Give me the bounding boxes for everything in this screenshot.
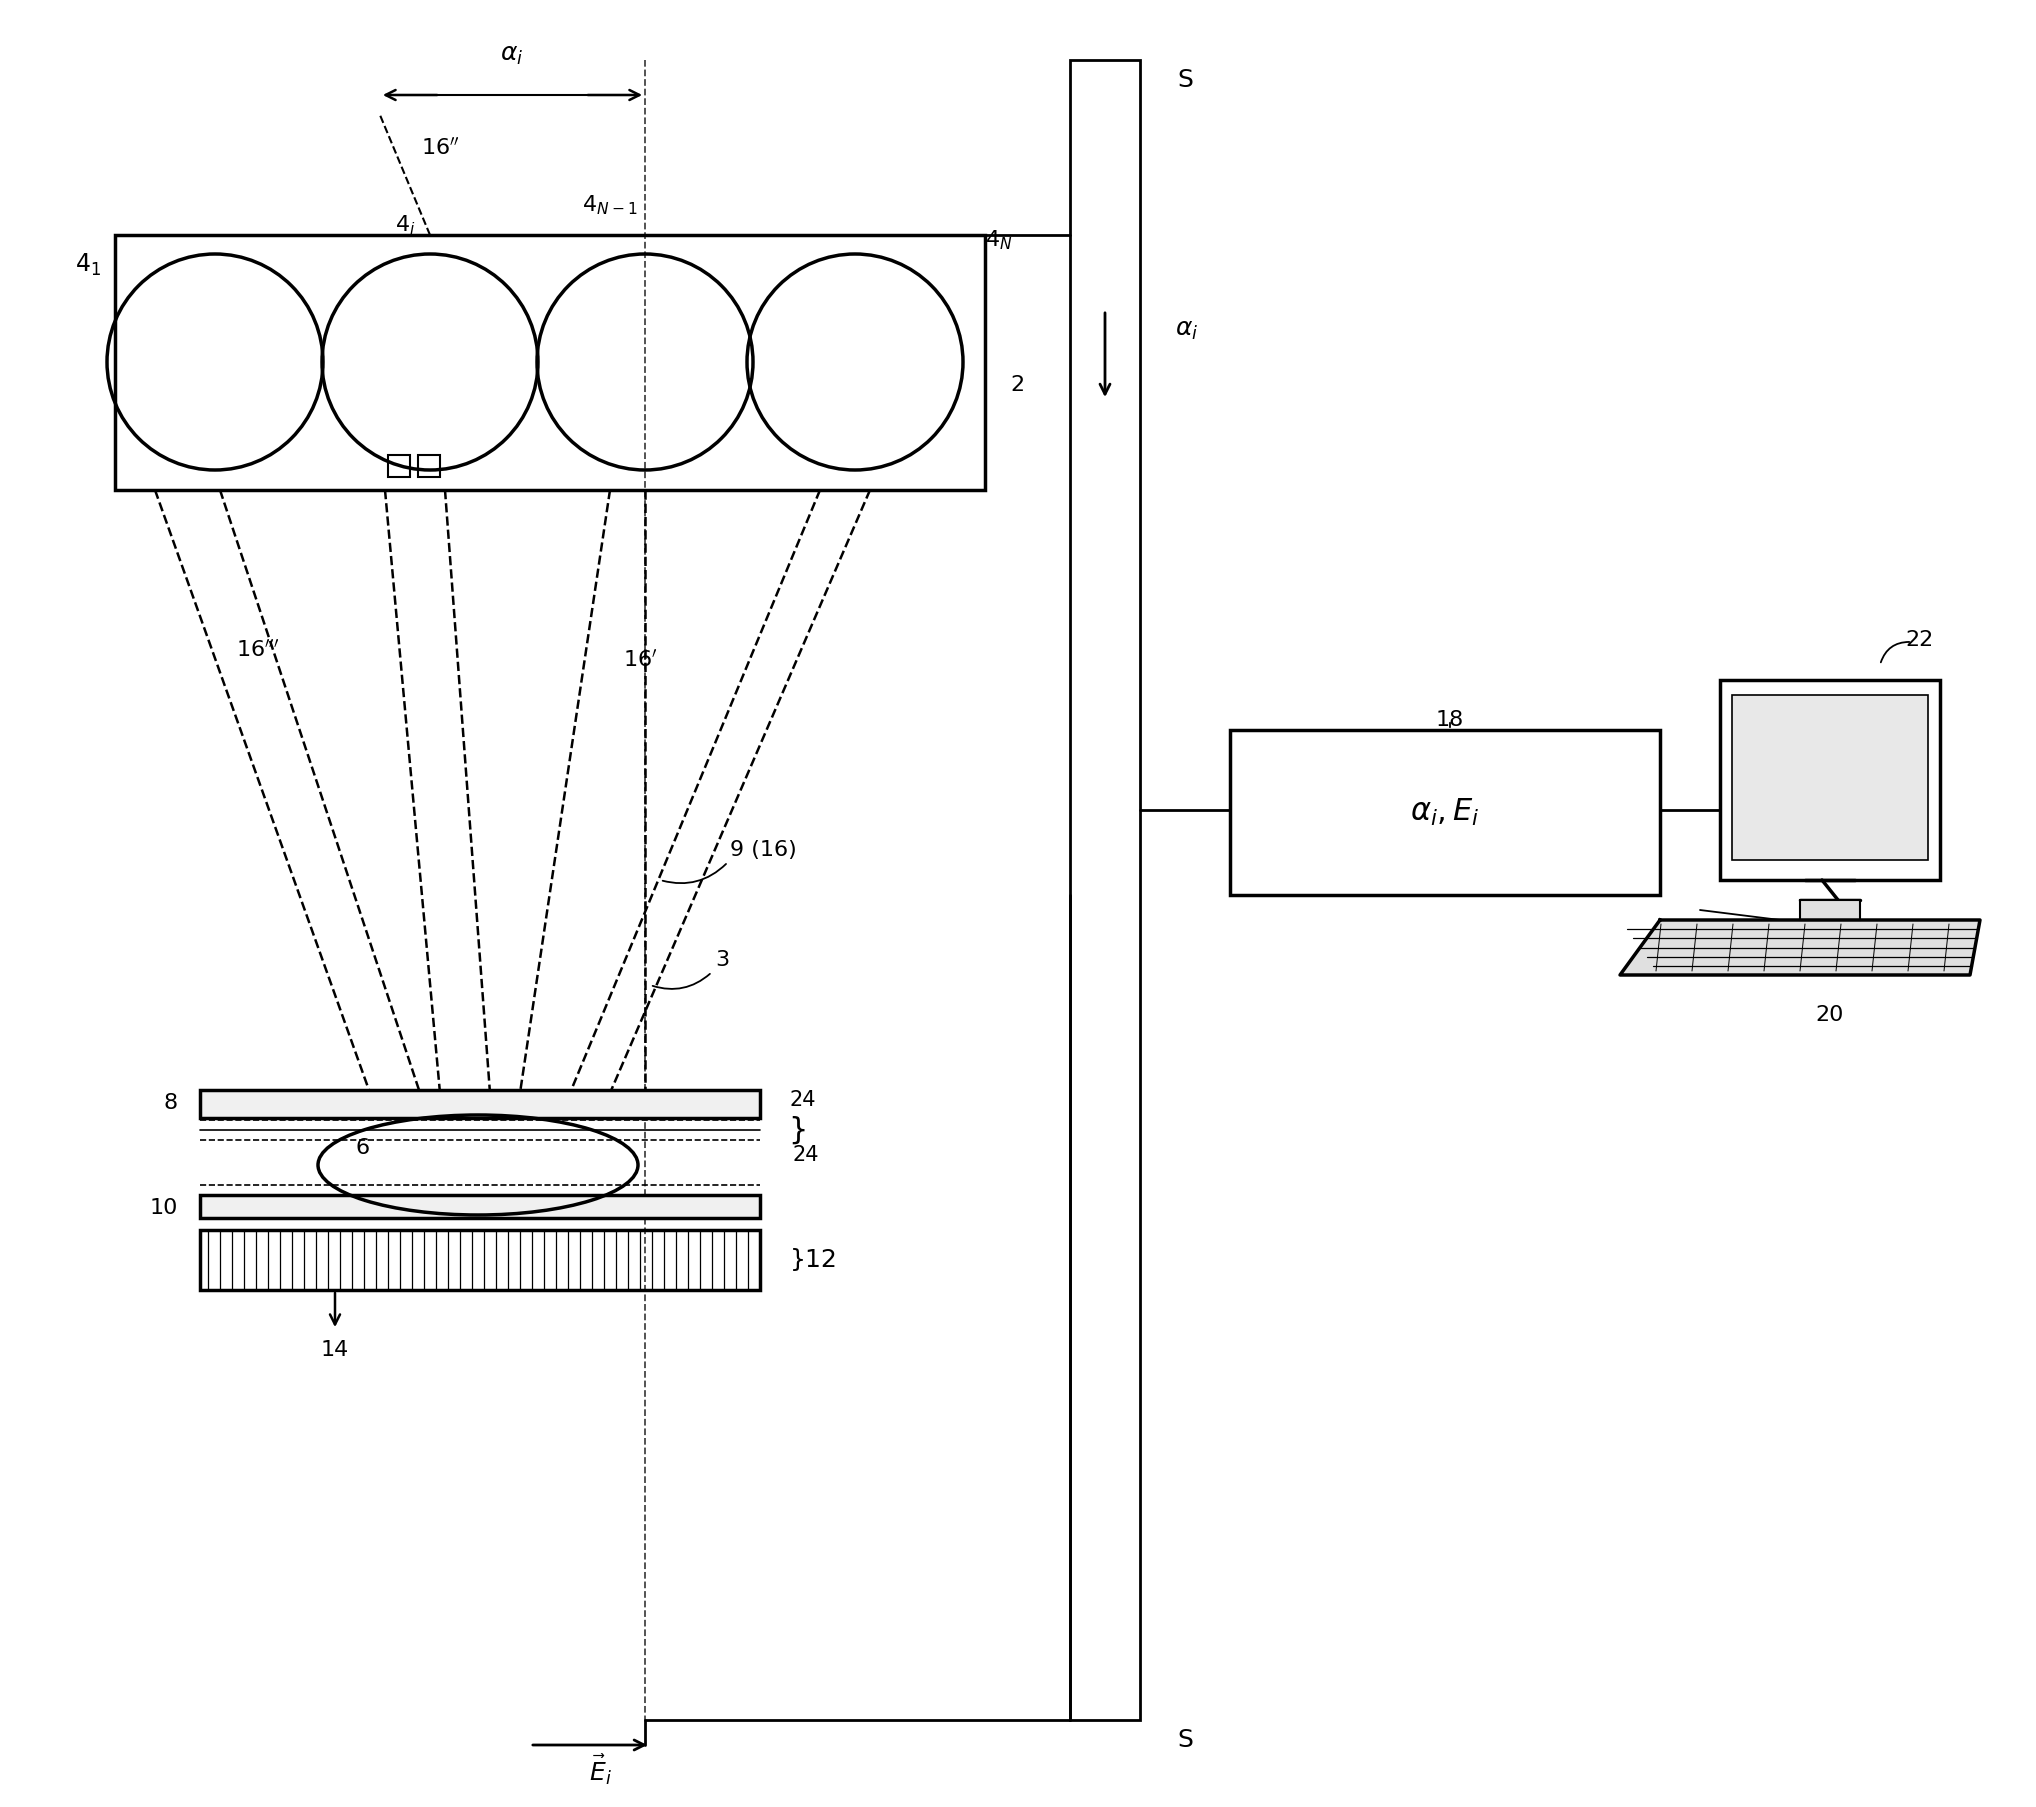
Text: }: }: [788, 1115, 808, 1144]
Text: 3: 3: [715, 950, 729, 970]
Text: $4_{N-1}$: $4_{N-1}$: [582, 193, 637, 217]
Text: 2: 2: [1010, 376, 1024, 396]
Text: S: S: [1177, 69, 1193, 92]
Text: 20: 20: [1816, 1005, 1845, 1025]
Text: $\vec{E}_i$: $\vec{E}_i$: [588, 1753, 611, 1787]
Bar: [1800, 900, 1861, 920]
Text: $\alpha_i$: $\alpha_i$: [501, 43, 523, 67]
Text: $4_N$: $4_N$: [985, 228, 1012, 251]
Bar: [1720, 679, 1940, 880]
Text: 14: 14: [322, 1341, 348, 1361]
Text: $\alpha_i, E_i$: $\alpha_i, E_i$: [1411, 797, 1480, 828]
Text: $16^{\prime\prime}$: $16^{\prime\prime}$: [421, 137, 460, 159]
Text: $4_1$: $4_1$: [75, 251, 102, 278]
Text: 24: 24: [792, 1146, 821, 1166]
Text: 9 (16): 9 (16): [731, 840, 796, 860]
Bar: [417, 455, 440, 477]
Text: $4_i$: $4_i$: [395, 213, 415, 237]
Bar: [389, 455, 409, 477]
Text: 18: 18: [1435, 710, 1464, 730]
Text: }12: }12: [790, 1249, 839, 1272]
Bar: [1071, 60, 1140, 1720]
Bar: [114, 235, 985, 490]
Text: $\alpha_i$: $\alpha_i$: [1175, 318, 1199, 342]
Bar: [200, 1194, 759, 1218]
Text: $16^{\prime\prime\prime}$: $16^{\prime\prime\prime}$: [236, 640, 279, 661]
Bar: [1230, 730, 1659, 894]
Text: S: S: [1177, 1727, 1193, 1753]
Bar: [200, 1090, 759, 1119]
Bar: [1733, 696, 1928, 860]
Text: 10: 10: [149, 1198, 177, 1218]
Text: 22: 22: [1906, 631, 1934, 651]
Polygon shape: [1621, 920, 1979, 976]
Text: $16^{\prime}$: $16^{\prime}$: [623, 649, 658, 670]
Text: 6: 6: [356, 1138, 371, 1158]
Text: 8: 8: [163, 1093, 177, 1113]
Bar: [200, 1231, 759, 1290]
Text: 24: 24: [790, 1090, 816, 1109]
